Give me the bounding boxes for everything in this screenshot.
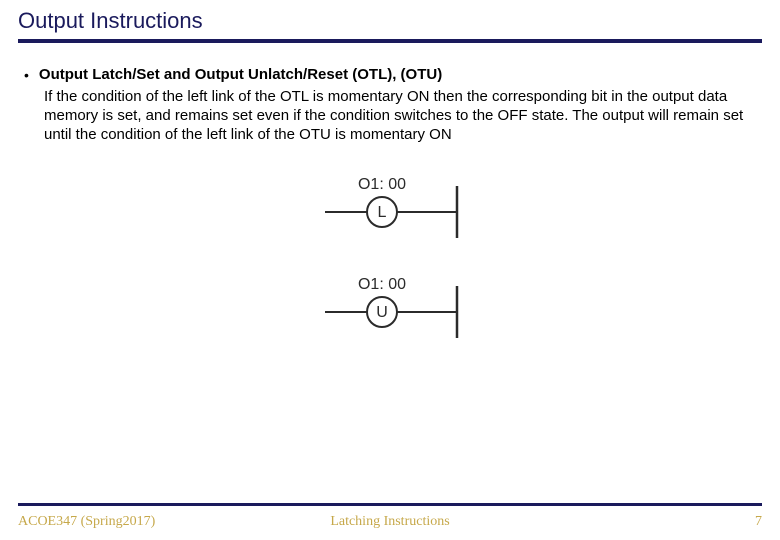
slide-title: Output Instructions xyxy=(18,8,762,37)
svg-text:O1: 00: O1: 00 xyxy=(358,276,406,293)
bullet-row: • Output Latch/Set and Output Unlatch/Re… xyxy=(24,65,762,85)
diagram-svg: O1: 00 L O1: 00 U xyxy=(323,172,463,352)
bullet-body: If the condition of the left link of the… xyxy=(44,87,762,144)
content-area: • Output Latch/Set and Output Unlatch/Re… xyxy=(18,65,762,352)
bullet-marker: • xyxy=(24,65,29,85)
title-underline xyxy=(18,39,762,43)
bullet-heading: Output Latch/Set and Output Unlatch/Rese… xyxy=(39,65,442,85)
svg-text:O1: 00: O1: 00 xyxy=(358,176,406,193)
svg-text:L: L xyxy=(378,204,387,221)
footer-center: Latching Instructions xyxy=(330,514,449,530)
footer-rule xyxy=(18,503,762,506)
footer-left: ACOE347 (Spring2017) xyxy=(18,514,155,530)
ladder-diagram: O1: 00 L O1: 00 U xyxy=(24,172,762,352)
footer: ACOE347 (Spring2017) Latching Instructio… xyxy=(18,514,762,530)
footer-right: 7 xyxy=(755,514,762,530)
svg-text:U: U xyxy=(376,304,388,321)
